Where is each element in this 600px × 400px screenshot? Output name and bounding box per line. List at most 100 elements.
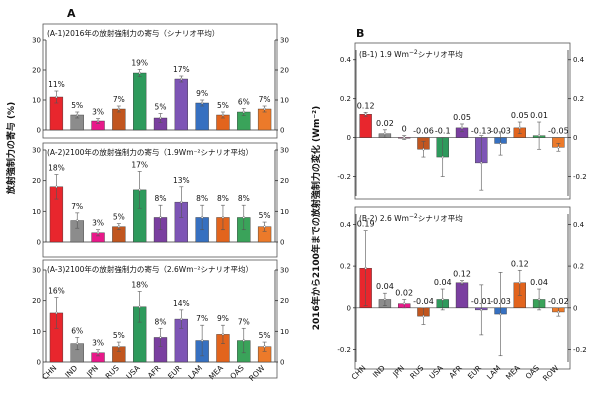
category-label-oas: OAS: [524, 363, 542, 381]
mean-marker: [159, 116, 162, 120]
mean-marker: [402, 136, 406, 139]
data-label-usa: 0.04: [434, 278, 452, 287]
data-label-lam: -0.03: [490, 297, 511, 306]
panel-title: (A-3)2100年の放射強制力の寄与（2.6Wm⁻²シナリオ平均）: [47, 264, 253, 274]
category-label-jpn: JPN: [84, 363, 100, 379]
data-label-oas: 6%: [238, 97, 250, 106]
data-label-jpn: 0: [402, 125, 407, 134]
bar-afr: [455, 282, 469, 309]
bar-usa: [133, 72, 147, 131]
mean-marker: [383, 132, 387, 135]
data-label-row: -0.05: [548, 127, 569, 136]
y-tick-label-right: 30: [280, 147, 289, 155]
data-label-rus: 5%: [113, 331, 125, 340]
bar-lam: [195, 102, 209, 131]
mean-marker: [200, 216, 204, 219]
panel-title-suffix: シナリオ平均: [418, 49, 463, 59]
mean-marker: [96, 351, 100, 354]
charts-group: 0 0 10 10 20 20 30 30 (A-1)2016年の放射強制力の寄与（シナリオ平均…: [32, 23, 587, 383]
data-label-rus: -0.06: [413, 127, 434, 136]
y-tick-label-left: 0.4: [340, 221, 352, 229]
y-tick-label-right: 0: [280, 127, 284, 135]
mean-marker: [242, 110, 245, 114]
category-label-usa: USA: [427, 363, 445, 381]
data-label-mea: 9%: [217, 314, 229, 323]
category-label-mea: MEA: [207, 363, 226, 382]
y-tick-label-right: 0.2: [573, 95, 584, 103]
panel-letter-b: B: [356, 27, 364, 40]
mean-marker: [422, 314, 425, 318]
y-tick-label-left: 30: [32, 147, 41, 155]
mean-marker: [159, 216, 162, 219]
y-tick-label-left: 0.2: [340, 95, 351, 103]
mean-marker: [117, 107, 121, 111]
data-label-mea: 5%: [217, 101, 229, 110]
category-label-eur: EUR: [466, 363, 483, 380]
mean-marker: [55, 185, 58, 189]
data-label-row: 7%: [259, 95, 271, 104]
mean-marker: [364, 266, 367, 270]
panel-frame: [354, 206, 571, 370]
data-label-lam: 8%: [196, 194, 208, 203]
data-label-jpn: 3%: [92, 339, 104, 348]
mean-marker: [263, 225, 266, 228]
mean-marker: [557, 146, 560, 149]
panel-frame: [354, 42, 571, 200]
y-tick-label-right: 0: [573, 304, 577, 312]
data-label-eur: 17%: [173, 65, 190, 74]
y-tick-label-left: 10: [32, 97, 41, 105]
data-label-rus: 5%: [113, 213, 125, 222]
mean-marker: [180, 200, 183, 204]
mean-marker: [518, 126, 522, 130]
panel-title-sup: −2: [409, 49, 418, 56]
panel-title: (B-2) 2.6 Wm−2シナリオ平均: [359, 213, 463, 223]
mean-marker: [117, 345, 121, 348]
panel-title: (A-2)2100年の放射強制力の寄与（1.9Wm⁻²シナリオ平均）: [47, 147, 253, 157]
data-label-eur: 14%: [173, 299, 190, 308]
y-tick-label-left: -0.2: [337, 173, 351, 181]
panel-letter-a: A: [67, 7, 76, 20]
data-label-ind: 0.02: [376, 119, 394, 128]
panel-frame: [42, 259, 278, 379]
mean-marker: [480, 308, 483, 312]
data-label-rus: -0.04: [413, 297, 434, 306]
category-label-lam: LAM: [186, 363, 204, 381]
mean-marker: [221, 113, 225, 117]
data-label-jpn: 3%: [92, 219, 104, 228]
mean-marker: [76, 113, 79, 117]
mean-marker: [200, 339, 204, 342]
y-tick-label-right: 30: [280, 267, 289, 275]
y-tick-label-left: 20: [32, 67, 41, 75]
mean-marker: [518, 281, 522, 284]
data-label-lam: 7%: [196, 314, 208, 323]
mean-marker: [499, 312, 502, 316]
data-label-rus: 7%: [113, 95, 125, 104]
data-label-usa: 18%: [131, 280, 148, 289]
panel-title: (A-1)2016年の放射強制力の寄与（シナリオ平均）: [47, 28, 219, 38]
data-label-row: -0.02: [548, 297, 569, 306]
data-label-chn: 18%: [48, 164, 65, 173]
y-tick-label-left: 30: [32, 37, 41, 45]
data-label-oas: 8%: [238, 194, 250, 203]
y-tick-label-right: 0: [280, 359, 284, 367]
y-tick-label-right: 0: [280, 239, 284, 247]
data-label-afr: 8%: [155, 317, 167, 326]
data-label-lam: 9%: [196, 89, 208, 98]
data-label-oas: 0.01: [530, 111, 548, 120]
mean-marker: [138, 305, 141, 308]
mean-marker: [76, 219, 79, 222]
data-label-chn: 11%: [48, 80, 65, 89]
mean-marker: [76, 342, 79, 345]
panel-frame: [42, 142, 278, 258]
panel-title-sup: −2: [409, 213, 418, 220]
mean-marker: [422, 148, 425, 151]
data-label-oas: 0.04: [530, 278, 548, 287]
category-label-chn: CHN: [350, 363, 368, 381]
y-tick-label-right: 0.4: [573, 221, 585, 229]
chart-a-1: 0 0 10 10 20 20 30 30 (A-1)2016年の放射強制力の寄与（シナリオ平均…: [32, 23, 289, 139]
data-label-eur: -0.01: [471, 297, 492, 306]
category-label-mea: MEA: [504, 363, 523, 382]
data-label-chn: 0.12: [357, 101, 375, 110]
mean-marker: [138, 71, 141, 75]
mean-marker: [402, 302, 406, 305]
